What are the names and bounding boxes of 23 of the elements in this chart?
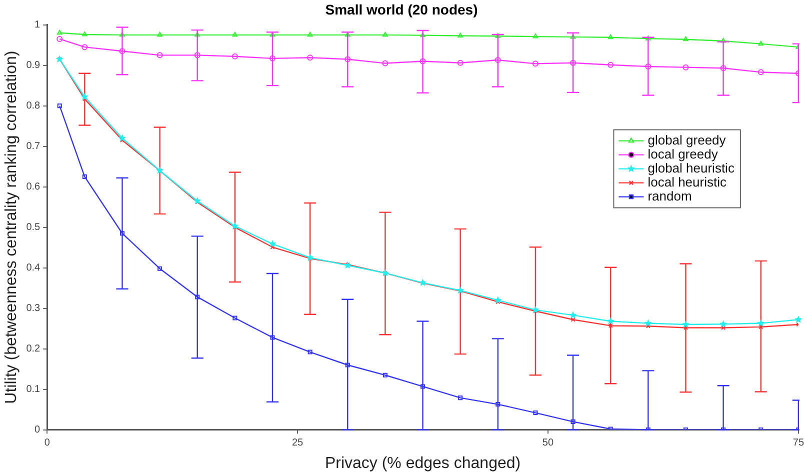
x-tick-label: 75 — [792, 438, 804, 449]
y-tick-label: 0.2 — [26, 344, 41, 355]
chart-title: Small world (20 nodes) — [325, 1, 478, 18]
legend-label: random — [648, 188, 692, 204]
legend-label: local heuristic — [648, 174, 727, 190]
y-tick-label: 0.1 — [26, 384, 41, 396]
y-tick-label: 0.5 — [26, 222, 41, 234]
x-tick-label: 50 — [542, 438, 554, 449]
y-tick-label: 0.4 — [26, 262, 41, 274]
legend-label: local greedy — [648, 146, 718, 162]
legend-label: global greedy — [648, 132, 726, 148]
legend-label: global heuristic — [648, 160, 735, 176]
x-tick-label: 0 — [44, 438, 50, 449]
x-tick-label: 25 — [292, 438, 304, 449]
y-axis-title: Utility (betweenness centrality ranking correlation) — [3, 50, 20, 404]
y-tick-label: 0.8 — [26, 100, 41, 112]
x-axis-title: Privacy (% edges changed) — [324, 454, 521, 472]
y-tick-label: 0.6 — [26, 182, 41, 193]
y-tick-label: 0.7 — [26, 141, 41, 152]
y-tick-label: 0 — [34, 424, 41, 436]
y-tick-label: 0.9 — [26, 60, 41, 72]
y-tick-label: 0.3 — [26, 303, 41, 314]
y-tick-label: 1 — [34, 20, 41, 31]
